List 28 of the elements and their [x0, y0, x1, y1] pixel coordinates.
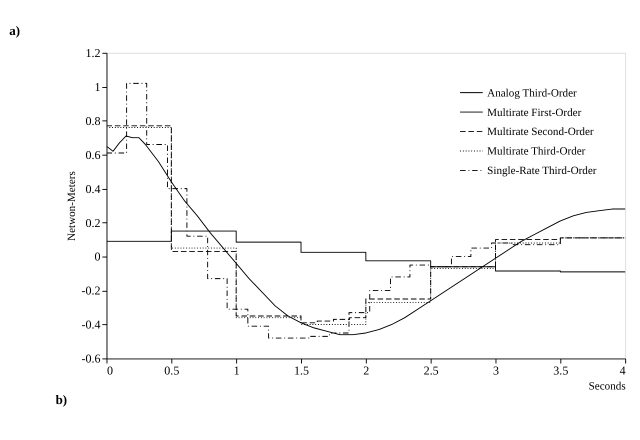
x-tick-label: 3.5 — [553, 364, 568, 378]
text: b) — [56, 392, 68, 407]
x-tick-label: 0.5 — [164, 364, 180, 378]
legend-label: Analog Third-Order — [487, 87, 578, 100]
legend-label: Single-Rate Third-Order — [487, 165, 597, 178]
x-tick-label: 4 — [620, 364, 626, 378]
y-tick-label: -0.4 — [81, 318, 100, 332]
x-tick-label: 2 — [363, 364, 370, 378]
y-tick-label: 1 — [94, 80, 100, 94]
y-tick-label: 0.2 — [85, 216, 100, 230]
x-tick-label: 2.5 — [424, 364, 439, 378]
y-axis-title: Netwon-Meters — [66, 171, 78, 241]
y-tick-label: 0 — [94, 250, 100, 264]
y-tick-label: -0.6 — [81, 352, 100, 366]
legend-label: Multirate Second-Order — [487, 126, 594, 138]
legend-label: Multirate Third-Order — [487, 146, 586, 158]
x-tick-label: 3 — [492, 364, 499, 378]
x-tick-label: 0 — [106, 364, 113, 378]
y-tick-label: -0.2 — [81, 284, 100, 298]
chart-title: a) — [9, 23, 20, 38]
y-tick-label: 0.8 — [85, 114, 100, 128]
x-axis-title: Seconds — [588, 380, 626, 392]
y-tick-label: 0.6 — [85, 148, 100, 162]
x-tick-label: 1.5 — [294, 364, 309, 378]
x-tick-label: 1 — [234, 364, 240, 378]
legend-label: Multirate First-Order — [487, 106, 582, 119]
y-tick-label: 1.2 — [85, 46, 100, 60]
y-tick-label: 0.4 — [85, 182, 100, 196]
